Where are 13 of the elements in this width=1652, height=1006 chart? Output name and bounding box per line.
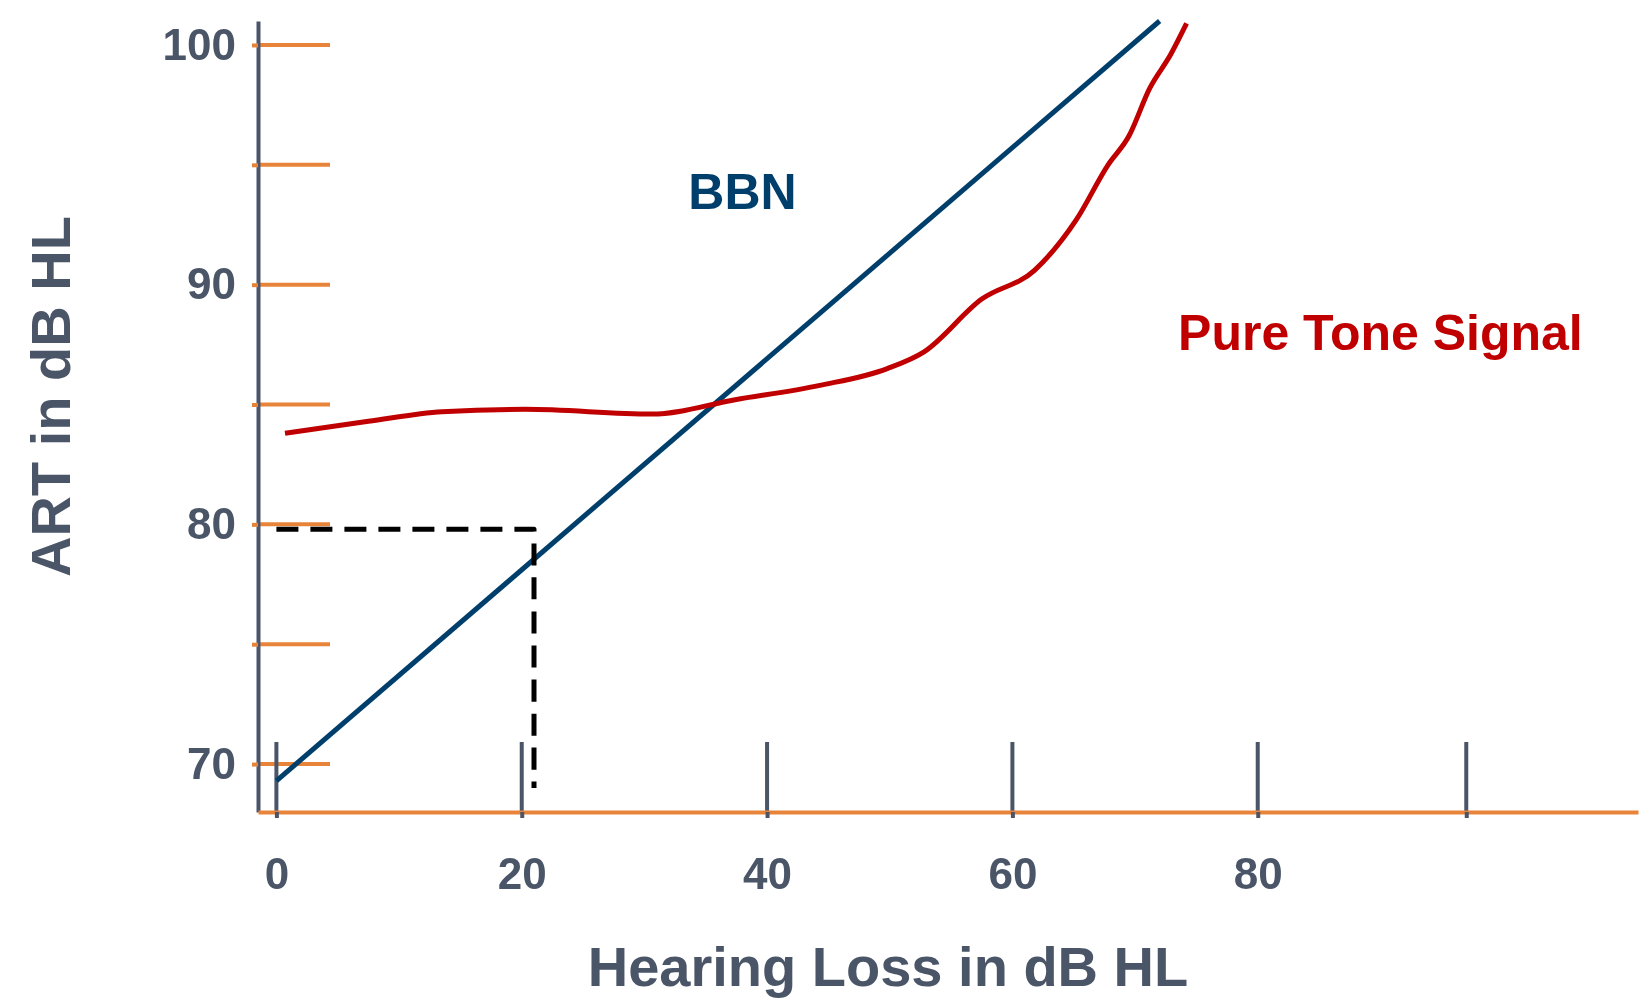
x-tick-label: 60: [988, 849, 1038, 899]
x-tick-label: 20: [497, 849, 547, 899]
series-label: BBN: [688, 163, 797, 220]
x-axis-title: Hearing Loss in dB HL: [587, 935, 1189, 998]
x-tick-label: 80: [1233, 849, 1283, 899]
y-axis-title: ART in dB HL: [19, 216, 82, 577]
x-tick-label: 40: [743, 849, 793, 899]
text: Pure Tone Signal: [1178, 305, 1583, 362]
y-tick-label: 70: [187, 738, 236, 788]
x-tick-label: 0: [264, 849, 290, 899]
y-tick-label: 80: [187, 498, 236, 548]
y-tick-label: 90: [187, 259, 236, 309]
y-tick-label: 100: [162, 19, 236, 69]
